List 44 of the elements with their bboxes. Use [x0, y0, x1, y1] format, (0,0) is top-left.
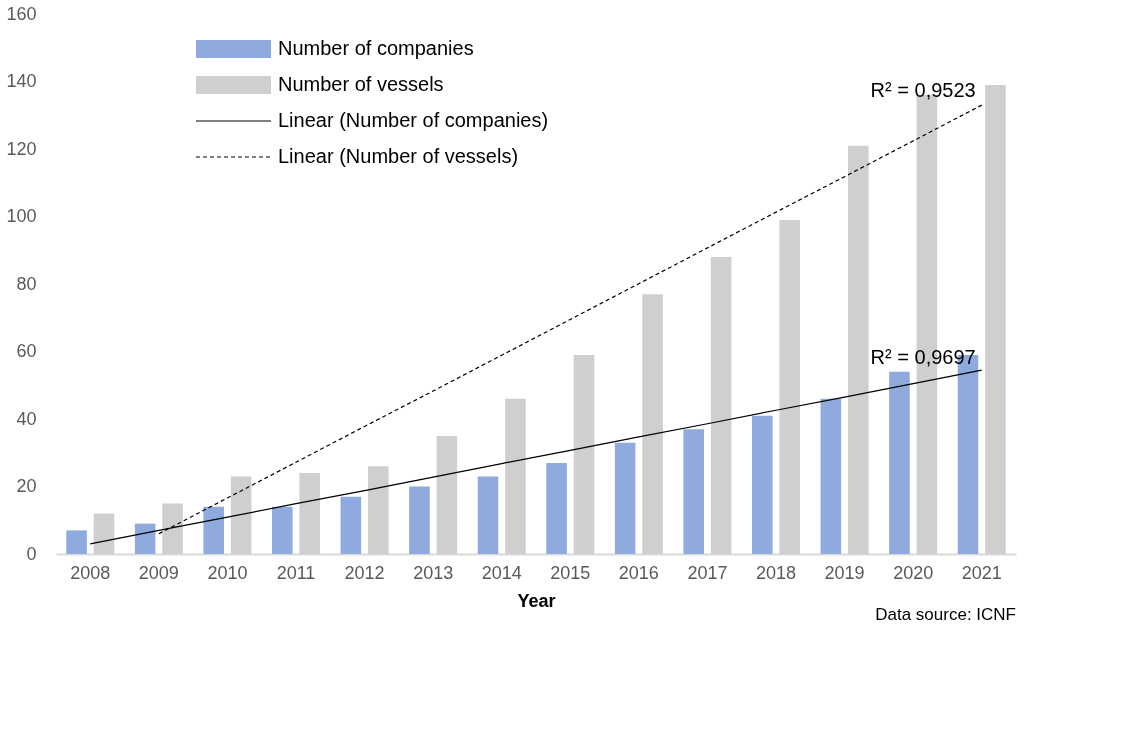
y-tick-label: 20: [16, 476, 37, 496]
y-tick-label: 80: [16, 273, 37, 294]
bar: [409, 486, 430, 554]
x-tick-label: 2014: [481, 562, 522, 583]
legend-label: Number of vessels: [278, 73, 444, 95]
y-tick-label: 120: [6, 138, 37, 159]
x-tick-label: 2021: [961, 562, 1002, 583]
annotation: R² = 0,9697: [870, 345, 976, 368]
bar: [66, 530, 87, 554]
bar: [203, 506, 224, 554]
bar: [272, 506, 293, 554]
annotation: R² = 0,9523: [870, 79, 976, 102]
legend-label: Linear (Number of companies): [278, 109, 549, 131]
x-tick-label: 2012: [344, 562, 385, 583]
bar: [683, 429, 704, 554]
x-tick-label: 2018: [755, 562, 797, 583]
legend-label: Linear (Number of vessels): [278, 145, 519, 167]
x-tick-label: 2019: [824, 562, 865, 583]
bar: [340, 496, 362, 554]
x-axis-title: Year: [517, 590, 556, 611]
y-tick-label: 100: [6, 206, 37, 226]
x-tick-label: 2013: [413, 562, 454, 583]
bar: [889, 371, 910, 554]
bar: [614, 442, 636, 554]
bar: [134, 523, 156, 554]
y-tick-label: 60: [16, 341, 37, 361]
x-tick-label: 2017: [687, 562, 728, 583]
y-tick-label: 140: [6, 71, 37, 91]
bar: [546, 462, 567, 554]
legend-label: Number of companies: [278, 37, 474, 59]
x-tick-label: 2011: [276, 562, 316, 583]
bar: [752, 415, 773, 554]
x-tick-label: 2016: [618, 562, 659, 583]
x-tick-label: 2010: [207, 562, 248, 583]
source-note: Data source: ICNF: [875, 605, 1016, 624]
bar: [477, 476, 499, 554]
x-tick-label: 2020: [893, 562, 934, 583]
y-tick-label: 40: [16, 408, 37, 429]
x-tick-label: 2009: [138, 562, 179, 583]
x-tick-label: 2008: [70, 562, 111, 583]
y-tick-label: 160: [6, 3, 37, 24]
x-tick-label: 2015: [550, 562, 591, 583]
bar: [820, 398, 842, 554]
y-tick-label: 0: [26, 543, 37, 564]
